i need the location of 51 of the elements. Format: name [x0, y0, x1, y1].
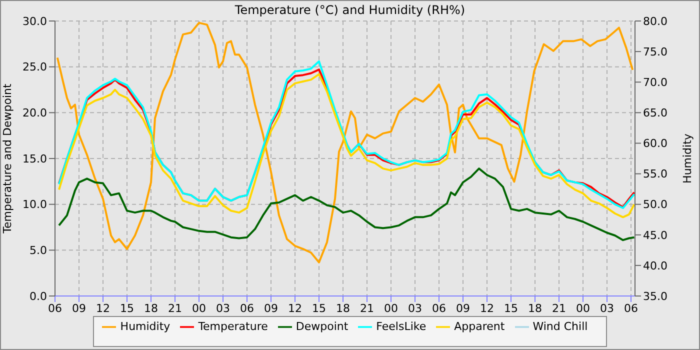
y-tick-label: 20.0 [22, 106, 47, 120]
y2-tick-label: 70.0 [643, 76, 668, 90]
legend-label: FeelsLike [376, 320, 426, 334]
y2-tick-label: 40.0 [643, 259, 668, 272]
legend-label: Dewpoint [296, 320, 348, 334]
x-tick-label: 06 [432, 302, 446, 315]
x-tick-label: 12 [96, 302, 110, 315]
x-tick-label: 06 [624, 302, 638, 315]
legend-label: Humidity [120, 320, 170, 334]
x-tick-label: 12 [288, 302, 302, 315]
y2-axis-title: Humidity [680, 133, 694, 184]
y-tick-label: 10.0 [22, 198, 47, 212]
x-tick-label: 18 [336, 302, 350, 315]
x-tick-label: 06 [48, 302, 62, 315]
x-tick-label: 06 [240, 302, 254, 315]
x-tick-label: 03 [600, 302, 614, 315]
x-tick-label: 09 [264, 302, 278, 315]
chart-title: Temperature (°C) and Humidity (RH%) [234, 3, 466, 17]
x-tick-label: 00 [384, 302, 398, 315]
x-tick-label: 15 [120, 302, 134, 315]
y-tick-label: 25.0 [22, 60, 47, 74]
x-tick-label: 18 [144, 302, 158, 315]
y2-tick-label: 35.0 [643, 290, 668, 303]
y2-tick-label: 60.0 [643, 137, 668, 150]
y-tick-label: 5.0 [30, 244, 47, 258]
y-tick-label: 30.0 [22, 14, 47, 28]
x-tick-label: 00 [192, 302, 206, 315]
x-tick-label: 09 [72, 302, 86, 315]
y2-tick-label: 50.0 [643, 198, 668, 212]
legend-label: Apparent [454, 320, 505, 334]
y2-tick-label: 65.0 [643, 106, 668, 120]
y-tick-label: 0.0 [30, 290, 47, 303]
y2-tick-label: 45.0 [643, 228, 668, 242]
x-tick-label: 03 [216, 302, 230, 315]
x-tick-label: 21 [360, 302, 374, 315]
x-tick-label: 21 [552, 302, 566, 315]
x-tick-label: 15 [312, 302, 326, 315]
y-tick-label: 15.0 [22, 152, 47, 166]
x-tick-label: 18 [528, 302, 542, 315]
x-tick-label: 03 [408, 302, 422, 315]
x-tick-label: 15 [504, 302, 518, 315]
x-tick-label: 00 [576, 302, 590, 315]
legend-label: Temperature [198, 320, 268, 334]
y2-tick-label: 80.0 [643, 14, 668, 28]
legend-label: Wind Chill [532, 320, 588, 334]
y2-tick-label: 75.0 [643, 45, 668, 58]
y2-tick-label: 55.0 [643, 168, 668, 181]
x-tick-label: 12 [480, 302, 494, 315]
x-tick-label: 21 [168, 302, 182, 315]
x-tick-label: 09 [456, 302, 470, 315]
y-axis-title: Temperature and Dewpoint [0, 82, 14, 234]
